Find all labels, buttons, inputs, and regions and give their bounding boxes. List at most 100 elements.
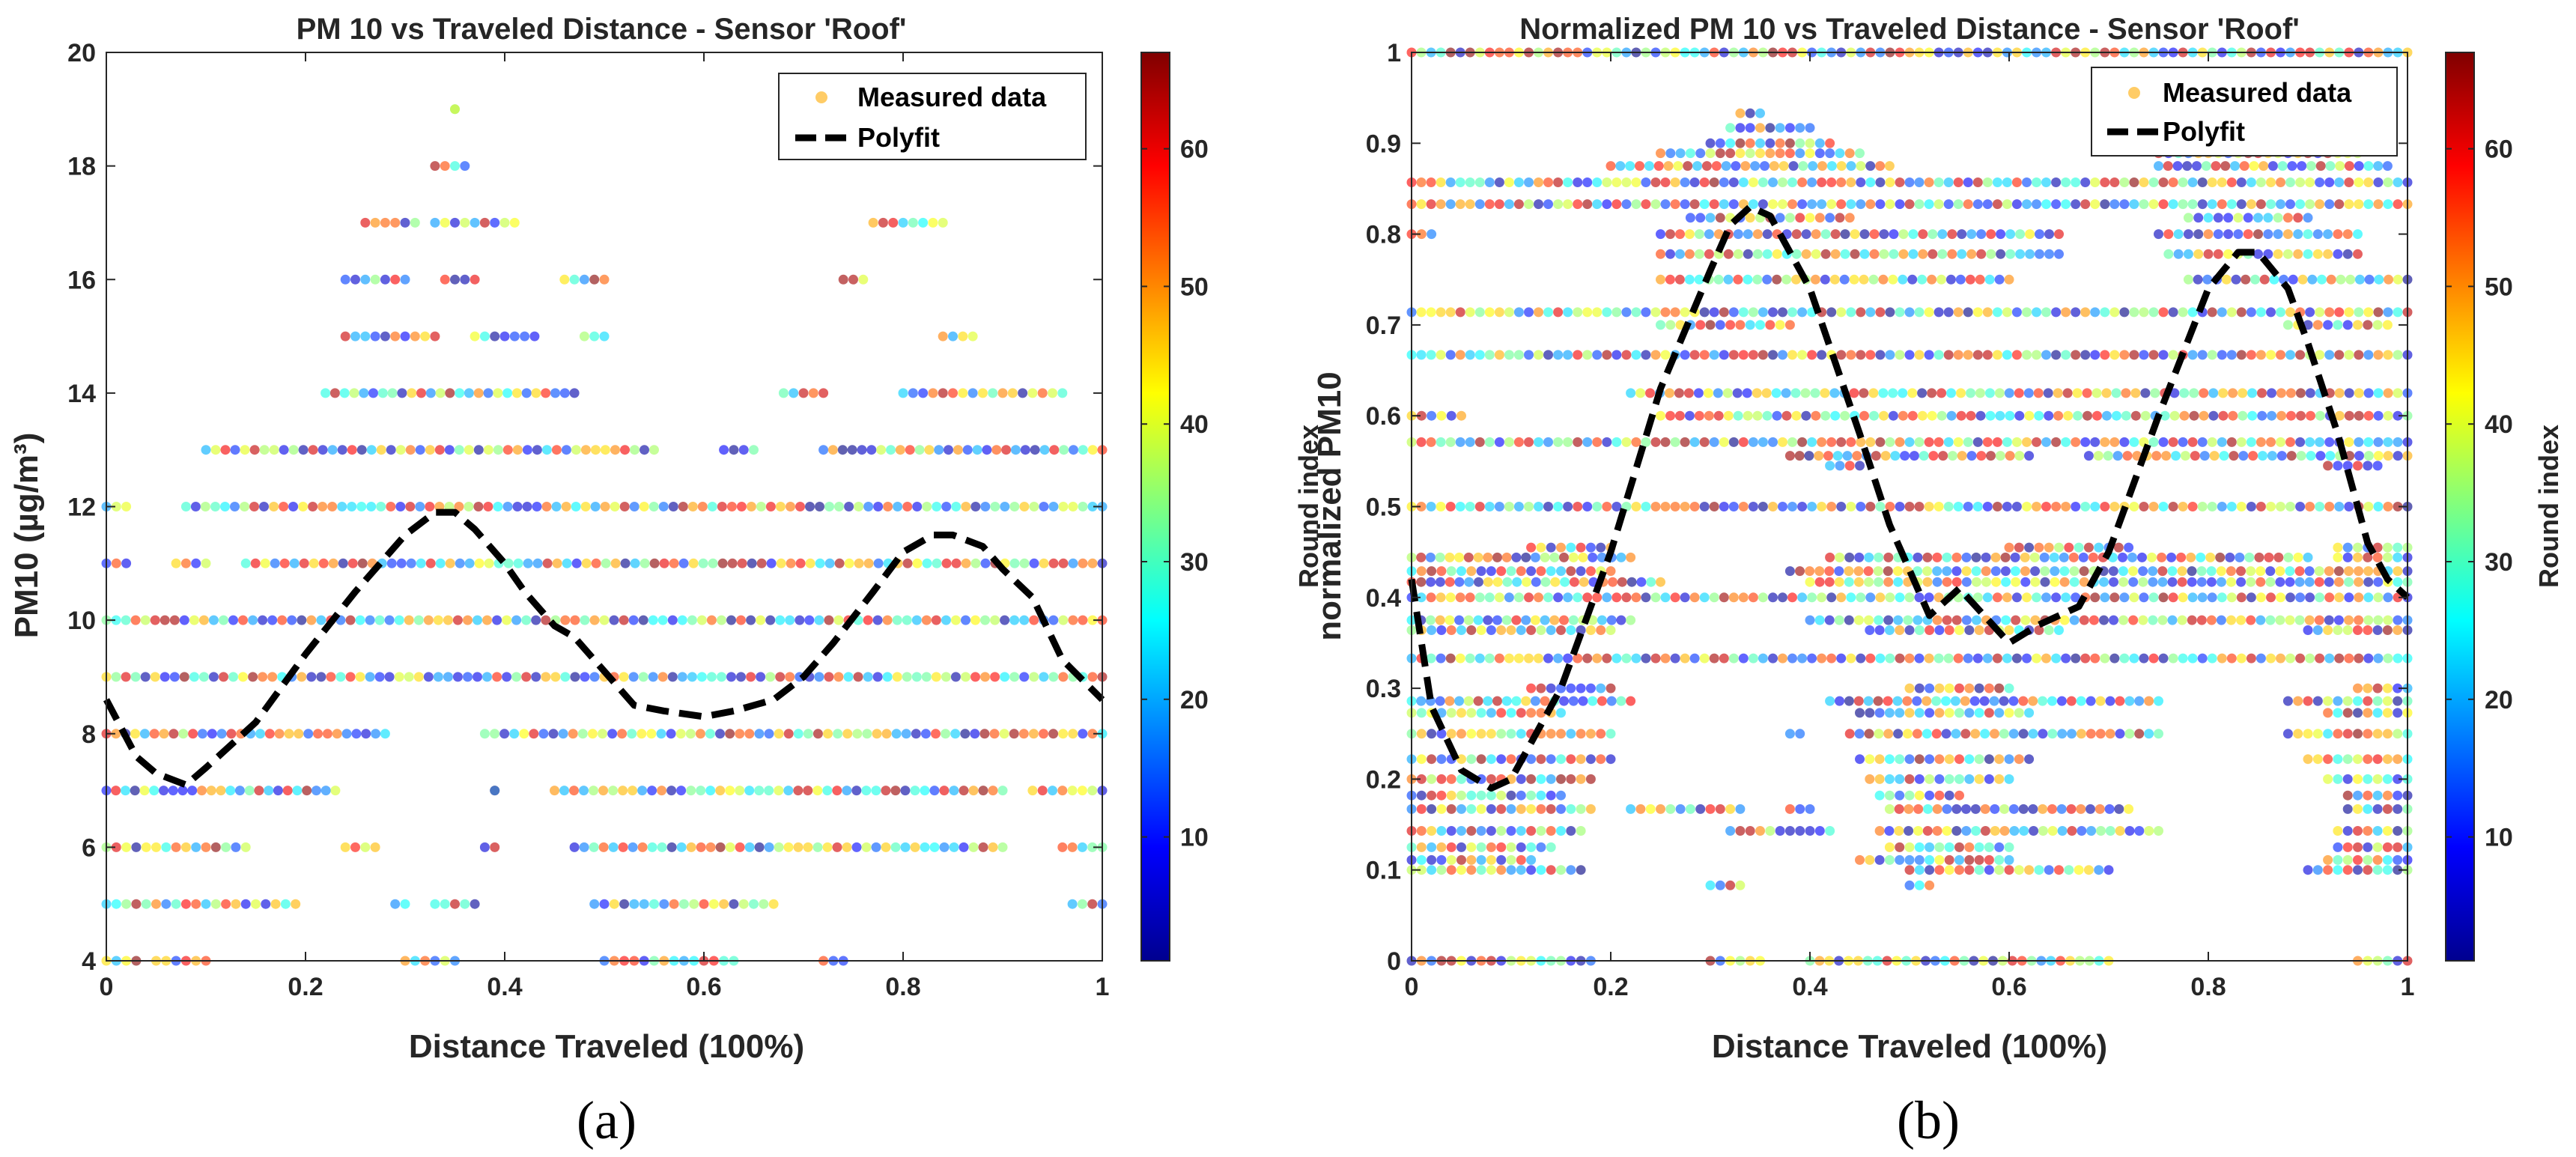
chart-b-point [2372,865,2383,875]
chart-b-point [2293,552,2303,562]
chart-b-point [2334,592,2345,603]
chart-a-point [332,729,342,739]
chart-b-point [1895,437,1905,447]
chart-b-point [1680,199,1690,210]
chart-a-point [798,388,809,398]
chart-b-point [1874,790,1885,801]
chart-b-point [2265,566,2276,577]
chart-a-point [482,615,492,625]
chart-b-point [2393,566,2403,577]
chart-a-point [321,786,331,796]
chart-a-point [512,445,523,455]
chart-b-point [2372,842,2383,852]
chart-b-point [1964,842,1975,852]
chart-b-point [2124,542,2134,553]
chart-b-point [1895,774,1905,784]
chart-b-point [2071,350,2081,360]
chart-b-point [1826,199,1837,210]
chart-b-point [2276,437,2285,447]
chart-b-point [1885,199,1895,210]
chart-b-point [1466,625,1477,635]
chart-b-point [1784,804,1795,814]
chart-b-point [1436,350,1446,360]
chart-b-point [1576,542,1586,553]
chart-b-point [1427,729,1437,739]
chart-b-point [2118,615,2129,625]
chart-a-point [962,445,973,455]
chart-b-point [1573,592,1583,603]
chart-b-point [1830,229,1841,240]
chart-b-point [1846,653,1856,663]
chart-b-point [1665,320,1676,330]
chart-b-point [1883,577,1894,587]
chart-b-point [1762,274,1772,285]
chart-b-point [2286,451,2297,461]
chart-b-point [2305,592,2315,603]
chart-b-point [2121,410,2131,421]
chart-b-point [2183,274,2193,285]
chart-a-point [911,615,922,625]
chart-b-point [2372,625,2383,635]
chart-b-point [2312,249,2323,259]
chart-b-point [2363,552,2373,562]
chart-b-point [1808,161,1818,171]
chart-a-point [356,445,367,455]
chart-a-point [619,899,630,909]
chart-b-point [2382,625,2393,635]
chart-b-point [1820,229,1831,240]
chart-a-point [169,672,180,682]
chart-b-point [1631,437,1641,447]
chart-b-point [1546,826,1556,836]
chart-a-point [881,842,891,852]
chart-b-point [1689,502,1700,511]
chart-b-point [2238,410,2248,421]
chart-b-point [2393,552,2403,562]
chart-b-point [2068,552,2079,562]
chart-a-point [316,672,326,682]
chart-b-point [1775,138,1785,148]
chart-b-point [1919,451,1929,461]
chart-a-point [990,672,1000,682]
chart-b-point [1787,592,1797,603]
chart-a-point [922,502,932,511]
chart-b-point [1576,683,1586,693]
chart-b-point [1875,161,1886,171]
chart-a-point [479,842,490,852]
chart-b-point [1975,410,1986,421]
chart-a-point [288,502,299,511]
chart-b-point [2393,826,2403,836]
chart-a-point [531,615,541,625]
chart-a-point [581,558,592,568]
chart-a-point [934,445,944,455]
chart-b-point [1797,592,1808,603]
chart-b-point [1984,708,1994,718]
chart-b-point [1805,826,1815,836]
chart-b-point [2336,274,2346,285]
chart-b-point [2080,199,2091,210]
chart-a-point [844,502,854,511]
chart-b-point [1856,199,1866,210]
chart-b-point [2173,229,2184,240]
chart-b-point [1709,437,1719,447]
chart-b-point [1943,177,1954,187]
chart-b-point [2246,437,2256,447]
chart-b-point [2022,177,2032,187]
chart-b-point [1748,653,1758,663]
chart-b-point [1898,229,1909,240]
chart-b-point [1721,161,1731,171]
chart-a-point [667,615,678,625]
chart-b-point [2312,625,2323,635]
chart-b-point [2051,177,2062,187]
chart-b-point [1695,804,1706,814]
chart-b-point [1758,177,1768,187]
chart-b-point [1486,774,1496,784]
chart-a-point [548,729,559,739]
chart-b-point [1626,615,1636,625]
chart-a-point [696,672,707,682]
chart-b-point [1951,577,1962,587]
chart-b-point [2393,696,2403,706]
chart-b-point [1748,437,1758,447]
chart-b-point [1526,842,1537,852]
chart-b-point [2285,199,2295,210]
chart-b-point [2255,592,2266,603]
